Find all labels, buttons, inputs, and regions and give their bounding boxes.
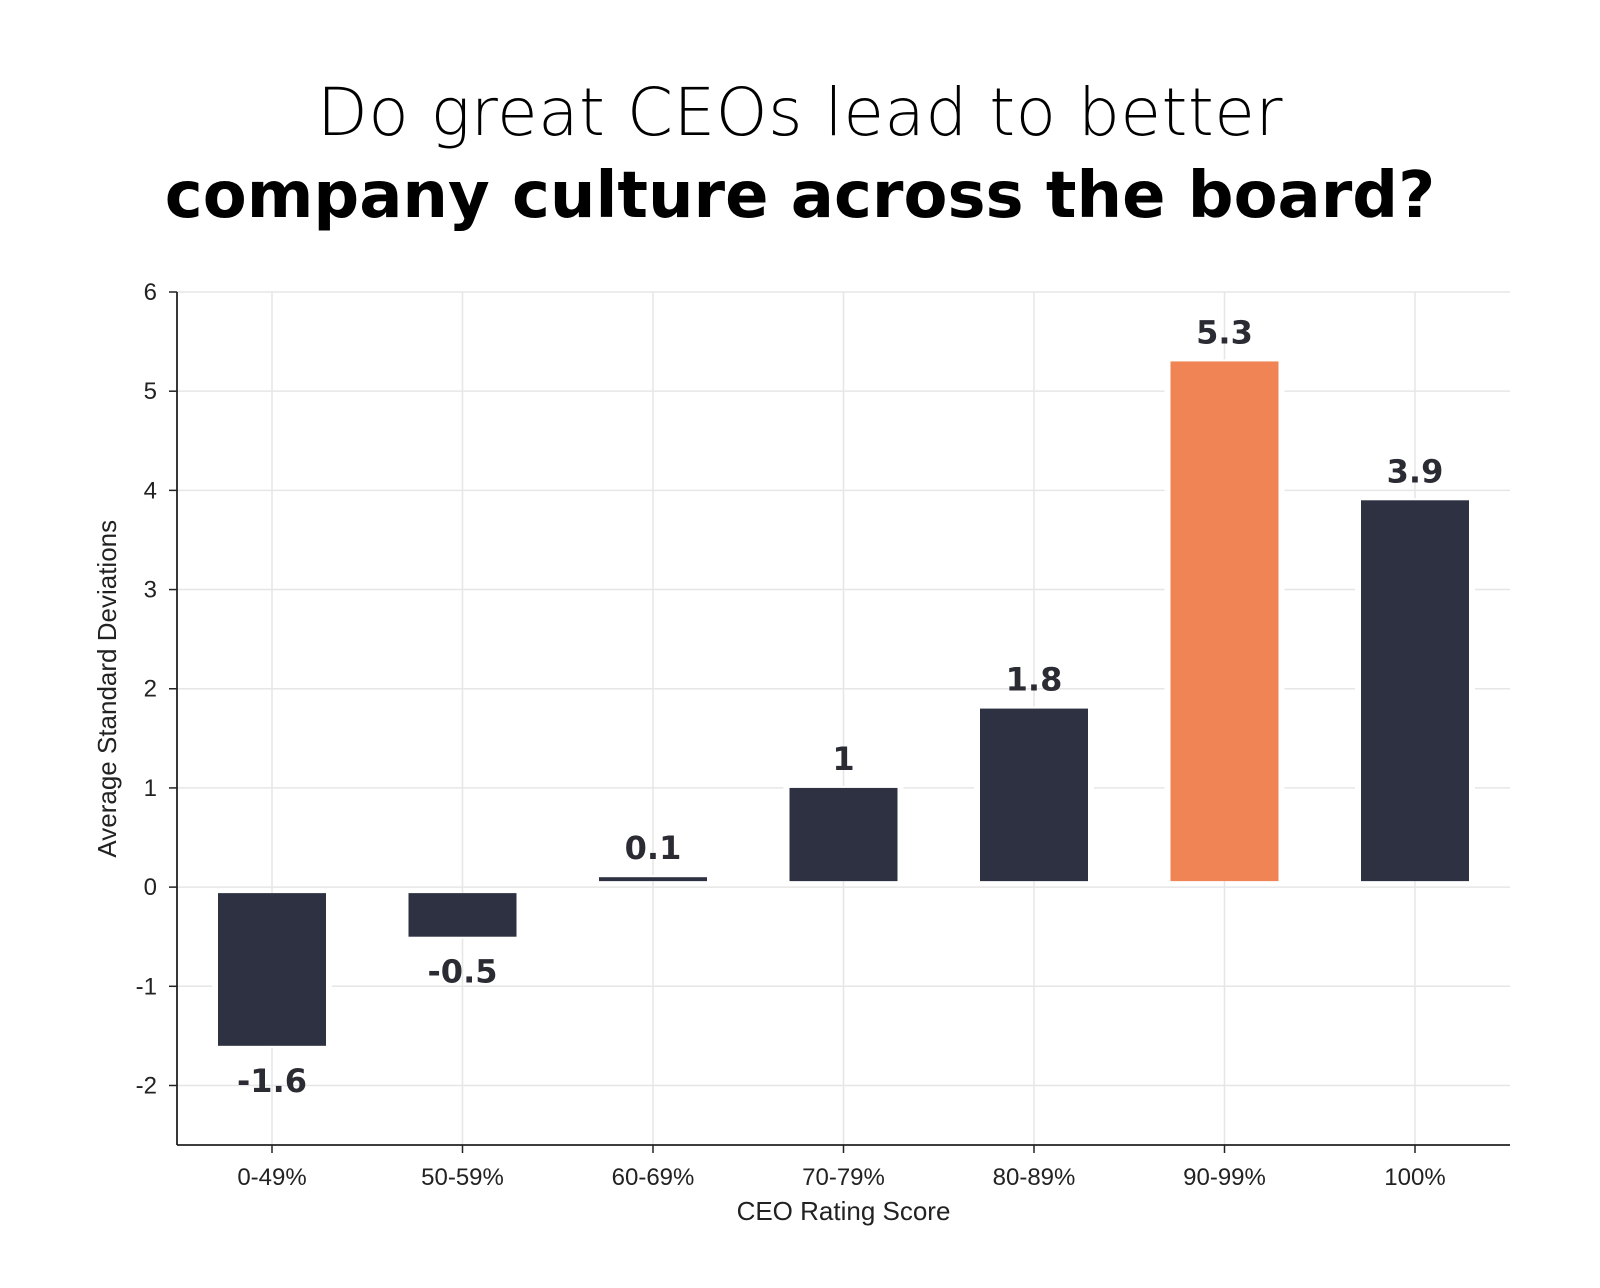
y-tick-label: 1	[144, 775, 157, 802]
bar	[599, 877, 707, 882]
axes: -2 -1 0 1 2 3 4 5 6 0-49% 50-59% 60-69% 70-79% 80-89%…	[136, 279, 1510, 1191]
bar-value-label: 0.1	[625, 829, 682, 867]
y-tick-label: 2	[144, 676, 157, 703]
bar-value-label: -1.6	[237, 1062, 307, 1100]
y-tick-label: 3	[144, 577, 157, 604]
bar	[1361, 500, 1469, 882]
bar	[408, 893, 517, 937]
y-tick-label: -2	[136, 1072, 157, 1099]
x-axis-title: CEO Rating Score	[737, 1196, 951, 1226]
bar-value-label: 5.3	[1196, 313, 1253, 351]
x-tick-label: 50-59%	[421, 1164, 504, 1191]
x-tick-label: 80-89%	[993, 1164, 1076, 1191]
bar-value-label: -0.5	[428, 953, 498, 991]
x-tick-label: 90-99%	[1183, 1164, 1266, 1191]
title-line-1: Do great CEOs lead to better	[317, 74, 1283, 151]
bar	[218, 893, 326, 1046]
bars	[212, 359, 1475, 1048]
x-tick-label: 60-69%	[612, 1164, 695, 1191]
bar-value-label: 3.9	[1387, 452, 1444, 490]
gridlines	[177, 291, 1510, 1145]
x-tick-label: 100%	[1384, 1164, 1445, 1191]
x-tick-label: 70-79%	[802, 1164, 885, 1191]
bar	[980, 708, 1088, 882]
y-axis-title: Average Standard Deviations	[92, 520, 122, 858]
bar-value-label: 1.8	[1006, 661, 1063, 699]
bar	[1170, 361, 1279, 882]
y-tick-label: 6	[144, 279, 157, 306]
bar-value-label: 1	[832, 740, 854, 778]
y-tick-label: 0	[144, 874, 157, 901]
x-tick-label: 0-49%	[237, 1164, 306, 1191]
y-tick-label: -1	[136, 973, 157, 1000]
chart-title: Do great CEOs lead to better company cul…	[0, 70, 1600, 236]
y-tick-label: 5	[144, 378, 157, 405]
title-line-2: company culture across the board?	[164, 159, 1436, 233]
data-labels: -1.6 -0.5 0.1 1 1.8 5.3 3.9	[237, 313, 1443, 1099]
bar	[789, 787, 898, 882]
y-tick-label: 4	[144, 477, 157, 504]
